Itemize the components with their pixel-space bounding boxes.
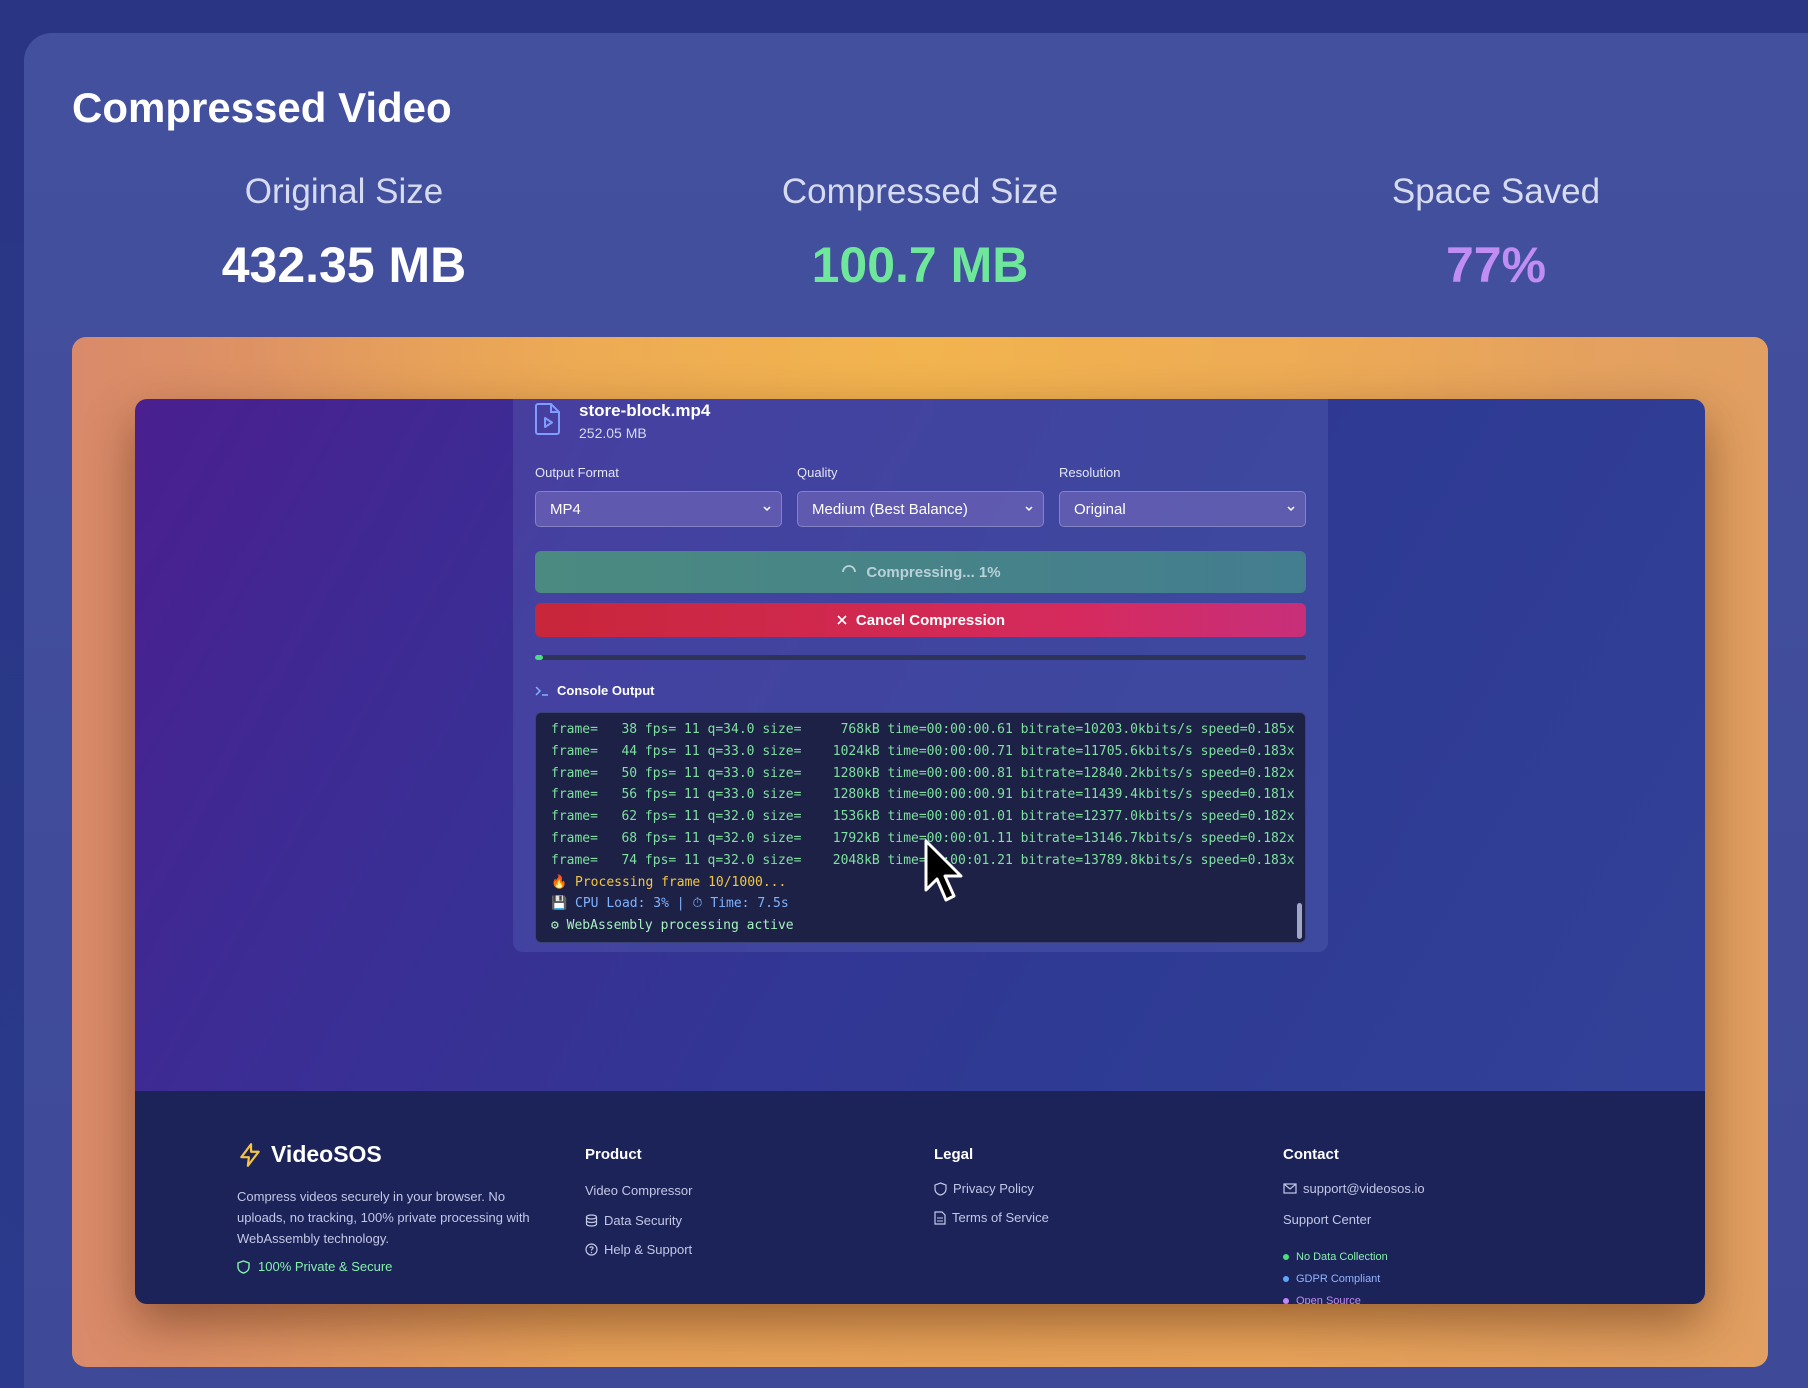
stat-space-saved: Space Saved 77% <box>1296 172 1696 294</box>
footer-link-terms[interactable]: Terms of Service <box>934 1210 1049 1225</box>
console-output[interactable]: frame= 38 fps= 11 q=34.0 size= 768kB tim… <box>535 712 1306 943</box>
footer-link-help-support[interactable]: Help & Support <box>585 1242 692 1257</box>
video-preview-frame: store-block.mp4 252.05 MB Output Format … <box>72 337 1768 1367</box>
stat-original-size: Original Size 432.35 MB <box>144 172 544 294</box>
page-title: Compressed Video <box>72 84 452 131</box>
document-icon <box>934 1210 946 1225</box>
footer-link-label: Privacy Policy <box>953 1181 1034 1196</box>
footer-link-label: Support Center <box>1283 1212 1372 1227</box>
feature-label: No Data Collection <box>1296 1251 1388 1263</box>
status-dot <box>1283 1276 1289 1282</box>
stat-label: Original Size <box>244 172 444 211</box>
footer-link-label: support@videosos.io <box>1303 1181 1425 1196</box>
spinner-icon <box>842 565 857 573</box>
footer-link-label: Data Security <box>604 1213 683 1228</box>
file-size: 252.05 MB <box>579 425 647 441</box>
feature-no-data-collection: No Data Collection <box>1283 1251 1388 1263</box>
compress-button-label: Compressing... 1% <box>866 563 1001 581</box>
status-dot <box>1283 1254 1289 1260</box>
stat-value: 77% <box>1445 237 1547 293</box>
privacy-badge-label: 100% Private & Secure <box>258 1259 393 1274</box>
close-icon <box>837 615 847 625</box>
stat-label: Space Saved <box>1391 172 1601 211</box>
output-format-label: Output Format <box>535 465 619 480</box>
status-dot <box>1283 1298 1289 1304</box>
footer-link-video-compressor[interactable]: Video Compressor <box>585 1183 692 1198</box>
console-wasm-line: ⚙ WebAssembly processing active <box>551 918 794 934</box>
brand-name: VideoSOS <box>271 1141 382 1167</box>
resolution-select[interactable]: Original <box>1059 491 1306 527</box>
footer-legal-title: Legal <box>934 1146 974 1163</box>
footer-link-label: Video Compressor <box>585 1183 693 1198</box>
shield-icon <box>237 1259 250 1274</box>
chevron-down-icon <box>763 506 771 512</box>
console-line: frame= 56 fps= 11 q=33.0 size= 1280kB ti… <box>551 787 1295 803</box>
console-line: frame= 74 fps= 11 q=32.0 size= 2048kB ti… <box>551 852 1295 868</box>
footer-link-data-security[interactable]: Data Security <box>585 1213 682 1228</box>
chevron-down-icon <box>1287 506 1295 512</box>
footer-link-label: Help & Support <box>604 1242 693 1257</box>
feature-gdpr-compliant: GDPR Compliant <box>1283 1273 1380 1285</box>
mail-icon <box>1283 1183 1297 1194</box>
stat-compressed-size: Compressed Size 100.7 MB <box>720 172 1120 294</box>
footer-product-title: Product <box>585 1146 642 1163</box>
quality-select[interactable]: Medium (Best Balance) <box>797 491 1044 527</box>
select-value: Original <box>1074 501 1126 518</box>
output-format-select[interactable]: MP4 <box>535 491 782 527</box>
footer-link-privacy-policy[interactable]: Privacy Policy <box>934 1181 1034 1196</box>
footer-link-label: Terms of Service <box>952 1210 1049 1225</box>
video-preview-screen: store-block.mp4 252.05 MB Output Format … <box>135 399 1705 1304</box>
console-line: frame= 44 fps= 11 q=33.0 size= 1024kB ti… <box>551 743 1295 759</box>
brand-description: Compress videos securely in your browser… <box>237 1189 530 1246</box>
console-processing-line: 🔥 Processing frame 10/1000... <box>551 874 787 890</box>
compressor-panel: store-block.mp4 252.05 MB Output Format … <box>513 399 1328 952</box>
console-line: frame= 68 fps= 11 q=32.0 size= 1792kB ti… <box>551 830 1295 846</box>
console-scrollbar[interactable] <box>1297 903 1302 939</box>
cancel-button-label: Cancel Compression <box>855 611 1006 629</box>
privacy-badge: 100% Private & Secure <box>237 1259 392 1274</box>
progress-bar <box>535 655 1306 660</box>
lightning-icon <box>240 1142 260 1167</box>
footer-contact-title: Contact <box>1283 1146 1339 1163</box>
console-title: Console Output <box>557 683 655 698</box>
file-video-icon <box>535 403 560 435</box>
select-value: Medium (Best Balance) <box>812 501 968 518</box>
site-footer: VideoSOS Compress videos securely in you… <box>135 1091 1705 1304</box>
console-line: frame= 38 fps= 11 q=34.0 size= 768kB tim… <box>551 722 1295 737</box>
console-line: frame= 50 fps= 11 q=33.0 size= 1280kB ti… <box>551 765 1295 781</box>
feature-open-source: Open Source <box>1283 1295 1361 1304</box>
console-line: frame= 62 fps= 11 q=32.0 size= 1536kB ti… <box>551 809 1295 825</box>
stat-value: 100.7 MB <box>811 237 1029 293</box>
shield-icon <box>934 1181 947 1196</box>
stat-label: Compressed Size <box>781 172 1059 211</box>
cancel-compression-button[interactable]: Cancel Compression <box>535 603 1306 637</box>
terminal-icon <box>535 685 548 696</box>
resolution-label: Resolution <box>1059 465 1121 480</box>
feature-label: GDPR Compliant <box>1296 1273 1381 1285</box>
stat-value: 432.35 MB <box>221 237 467 293</box>
database-icon <box>585 1214 598 1227</box>
file-name: store-block.mp4 <box>579 401 711 420</box>
footer-brand[interactable]: VideoSOS <box>237 1141 382 1168</box>
compress-button[interactable]: Compressing... 1% <box>535 551 1306 593</box>
footer-link-email[interactable]: support@videosos.io <box>1283 1181 1425 1196</box>
progress-fill <box>535 655 543 660</box>
select-value: MP4 <box>550 501 581 518</box>
mouse-cursor-icon <box>924 839 963 902</box>
chevron-down-icon <box>1025 506 1033 512</box>
help-circle-icon <box>585 1243 598 1256</box>
console-header: Console Output <box>535 683 655 698</box>
footer-link-support-center[interactable]: Support Center <box>1283 1212 1371 1227</box>
console-cpu-line: 💾 CPU Load: 3% | ⏱ Time: 7.5s <box>551 896 789 912</box>
quality-label: Quality <box>797 465 838 480</box>
feature-label: Open Source <box>1296 1295 1361 1304</box>
